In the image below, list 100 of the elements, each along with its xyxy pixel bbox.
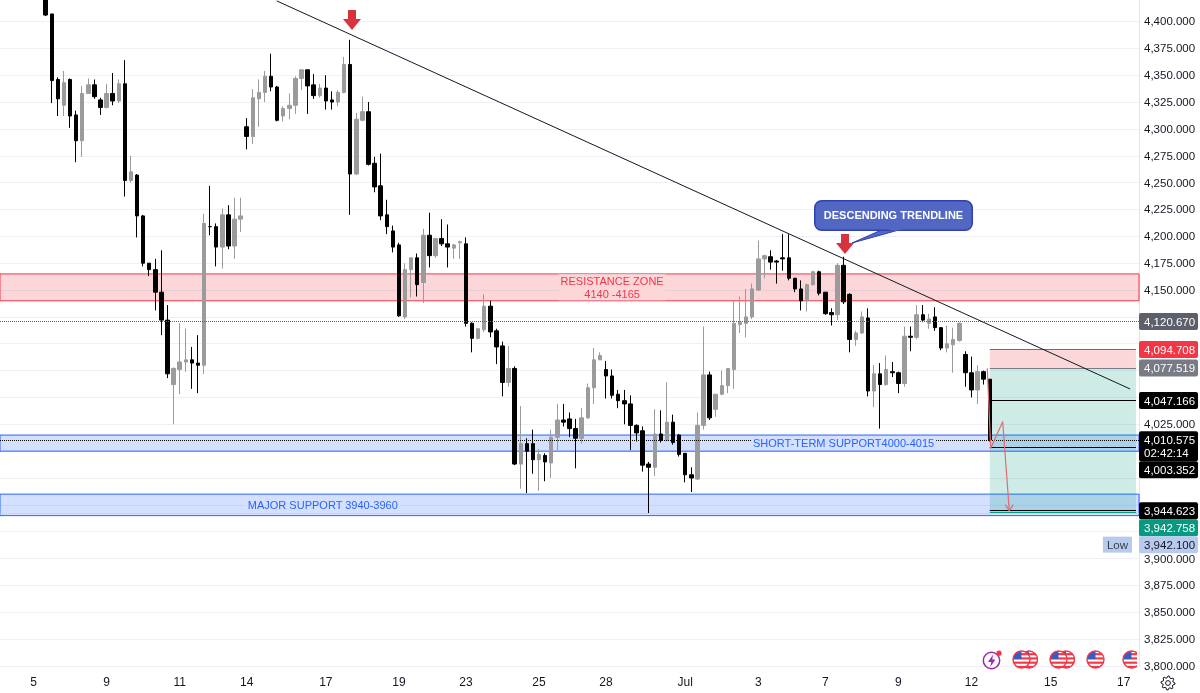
candlestick bbox=[598, 351, 602, 361]
candlestick bbox=[74, 110, 78, 163]
candlestick bbox=[330, 90, 334, 111]
candlestick bbox=[86, 77, 91, 94]
x-tick-label: 11 bbox=[173, 675, 187, 689]
candlestick bbox=[732, 300, 736, 390]
candlestick bbox=[543, 452, 547, 482]
candlestick bbox=[866, 307, 870, 397]
candlestick bbox=[269, 53, 273, 92]
y-tick-label: 4,200.000 bbox=[1144, 230, 1196, 243]
candlestick bbox=[787, 233, 791, 281]
candlestick bbox=[56, 76, 60, 117]
candlestick bbox=[110, 72, 115, 106]
y-tick-label: 4,325.000 bbox=[1144, 96, 1196, 109]
annotation: Low bbox=[1106, 538, 1129, 551]
y-tick-label: 4,375.000 bbox=[1144, 42, 1196, 55]
candlestick bbox=[263, 70, 267, 103]
candlestick bbox=[220, 207, 225, 270]
candlestick bbox=[921, 304, 925, 323]
candlestick bbox=[939, 327, 943, 351]
candlestick bbox=[707, 371, 712, 421]
candlestick bbox=[586, 382, 590, 420]
x-tick-label: 3 bbox=[754, 675, 762, 689]
candlestick bbox=[196, 334, 200, 394]
candlestick bbox=[799, 279, 803, 311]
y-tick-label: 3,875.000 bbox=[1144, 579, 1196, 592]
candlestick bbox=[914, 304, 919, 340]
candlestick bbox=[433, 237, 438, 259]
ref-line-label: 4,010.575 02:42:14 bbox=[1144, 434, 1196, 460]
x-tick-label: Jul bbox=[677, 675, 693, 689]
band-label: SHORT-TERM SUPPORT4000-4015 bbox=[753, 437, 935, 450]
y-tick-label: 4,175.000 bbox=[1144, 257, 1196, 270]
candlestick bbox=[579, 407, 584, 445]
candlestick bbox=[281, 105, 285, 122]
candlestick bbox=[409, 257, 413, 299]
candlestick bbox=[470, 321, 474, 353]
x-tick-label: 14 bbox=[240, 675, 254, 689]
candlestick bbox=[592, 347, 596, 405]
candlestick bbox=[336, 89, 340, 107]
candlestick bbox=[726, 367, 730, 394]
x-tick-label: 7 bbox=[821, 675, 829, 689]
candlestick bbox=[878, 362, 882, 430]
candlestick bbox=[318, 83, 322, 99]
candlestick bbox=[43, 0, 48, 17]
band-label: MAJOR SUPPORT 3940-3960 bbox=[247, 498, 398, 511]
candlestick bbox=[141, 214, 145, 267]
x-tick-label: 5 bbox=[30, 675, 38, 689]
x-tick-label: 15 bbox=[1044, 675, 1058, 689]
candlestick bbox=[117, 78, 121, 104]
x-tick-label: 23 bbox=[459, 675, 473, 689]
candlestick bbox=[123, 59, 127, 198]
candlestick bbox=[391, 225, 395, 253]
x-tick-label: 25 bbox=[532, 675, 547, 689]
candlestick bbox=[908, 326, 913, 352]
candlestick bbox=[244, 117, 249, 150]
x-tick-label: 17 bbox=[319, 675, 333, 689]
candlestick bbox=[190, 346, 194, 390]
y-tick-label: 4,400.000 bbox=[1144, 15, 1196, 28]
candlestick bbox=[464, 236, 468, 328]
candlestick bbox=[945, 324, 949, 353]
candlestick bbox=[147, 262, 151, 277]
candlestick bbox=[403, 262, 407, 320]
x-tick-label: 9 bbox=[895, 675, 903, 689]
candlestick bbox=[835, 262, 840, 321]
y-tick-label: 4,150.000 bbox=[1144, 284, 1196, 297]
candlestick bbox=[50, 13, 54, 104]
candlestick bbox=[957, 321, 962, 343]
candlestick bbox=[208, 185, 212, 236]
candlestick bbox=[427, 212, 432, 268]
y-tick-label: 3,825.000 bbox=[1144, 633, 1196, 646]
candlestick bbox=[854, 330, 858, 347]
candlestick bbox=[738, 295, 742, 334]
candlestick bbox=[80, 85, 84, 158]
candlestick bbox=[68, 77, 72, 129]
candlestick bbox=[104, 83, 109, 109]
x-tick-label: 28 bbox=[599, 675, 614, 689]
y-tick-label: 4,275.000 bbox=[1144, 149, 1196, 162]
candlestick bbox=[975, 364, 980, 405]
x-tick-label: 19 bbox=[392, 675, 406, 689]
candlestick bbox=[720, 370, 724, 396]
legend-label: 3,942.100 bbox=[1144, 539, 1196, 552]
candlestick bbox=[951, 327, 955, 374]
candlestick bbox=[519, 405, 523, 490]
candlestick bbox=[817, 270, 821, 296]
candlestick bbox=[98, 97, 103, 116]
candlestick bbox=[275, 85, 279, 122]
candlestick bbox=[884, 355, 888, 387]
candlestick bbox=[458, 240, 462, 260]
candlestick bbox=[616, 389, 620, 409]
candlestick bbox=[202, 213, 206, 375]
candlestick bbox=[537, 448, 541, 492]
candlestick bbox=[251, 88, 255, 145]
y-tick-label: 3,900.000 bbox=[1144, 552, 1196, 565]
candlestick bbox=[744, 288, 748, 338]
ref-line-label: 3,942.758 bbox=[1144, 522, 1196, 535]
y-tick-label: 4,225.000 bbox=[1144, 203, 1196, 216]
candlestick bbox=[421, 228, 426, 304]
candlestick bbox=[129, 155, 133, 184]
candlestick bbox=[604, 360, 608, 400]
candlestick bbox=[348, 39, 352, 216]
